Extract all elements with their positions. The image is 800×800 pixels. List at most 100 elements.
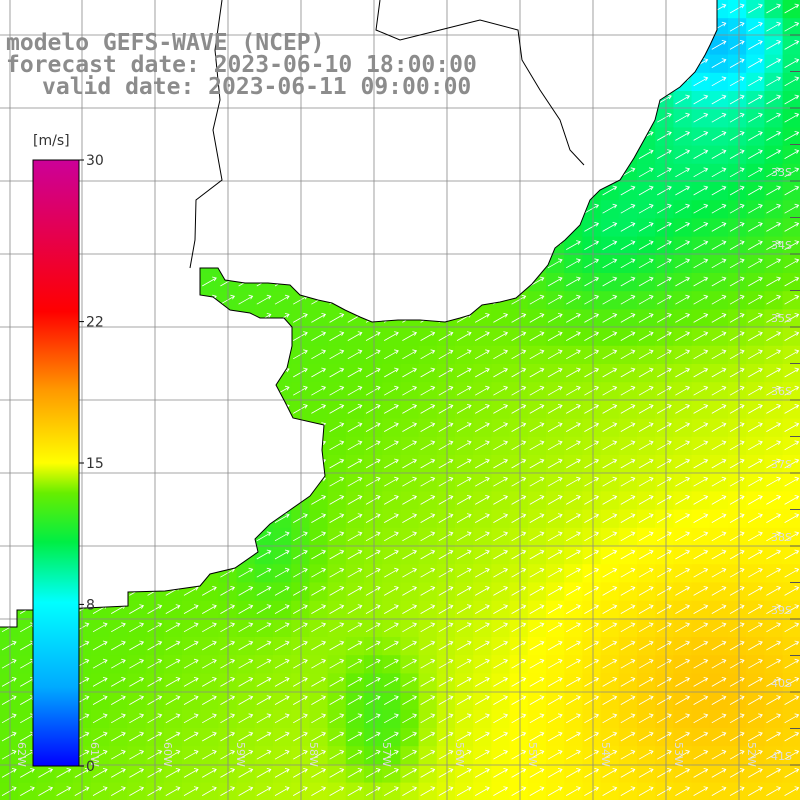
wind-cell [163,637,183,656]
wind-arrow [511,76,527,87]
wind-arrow [602,167,618,178]
wind-cell [746,236,765,256]
wind-arrow [711,149,727,159]
wind-cell [127,273,147,292]
wind-arrow [638,731,654,742]
wind-cell [746,127,765,147]
wind-cell [327,163,347,183]
wind-arrow [20,385,35,396]
wind-arrow [238,349,254,360]
wind-cell [163,291,183,310]
wind-cell [728,436,747,456]
wind-arrow [657,131,672,141]
wind-arrow [529,385,545,396]
wind-arrow [129,240,145,250]
wind-cell [0,364,19,383]
wind-cell [764,54,784,74]
wind-cell [600,546,620,565]
wind-cell [382,637,401,656]
wind-cell [327,418,347,438]
wind-cell [236,618,256,638]
wind-arrow [111,713,126,724]
colorbar [32,159,80,767]
wind-arrow [529,731,545,742]
wind-cell [273,254,292,274]
wind-arrow [274,112,290,123]
wind-arrow [238,404,254,414]
wind-arrow [748,567,763,578]
wind-arrow [529,786,545,796]
wind-cell [382,455,401,474]
wind-cell [182,418,201,438]
wind-cell [600,582,620,602]
wind-cell [127,0,147,19]
wind-cell [273,618,292,638]
wind-arrow [566,313,581,323]
wind-cell [455,527,474,547]
wind-arrow [165,222,181,232]
wind-cell [254,491,274,511]
wind-arrow [347,167,363,178]
wind-cell [436,163,456,183]
wind-cell [400,400,420,420]
wind-cell [564,254,583,274]
wind-cell [582,254,602,274]
wind-arrow [238,658,254,669]
wind-arrow [438,604,454,614]
wind-arrow [1,567,17,578]
wind-cell [273,163,292,183]
wind-arrow [56,3,72,14]
wind-cell [546,273,565,292]
wind-arrow [202,258,217,269]
wind-cell [527,200,547,219]
wind-arrow [547,586,563,596]
wind-arrow [529,94,545,105]
wind-arrow [784,440,800,451]
wind-arrow [365,513,381,523]
wind-cell [600,145,620,165]
wind-arrow [165,131,181,141]
wind-arrow [220,677,236,687]
wind-arrow [693,640,709,651]
wind-cell [163,455,183,474]
wind-arrow [547,531,563,542]
wind-cell [728,127,747,147]
wind-arrow [238,786,254,796]
wind-cell [163,618,183,638]
wind-arrow [566,58,581,68]
wind-cell [473,546,492,565]
wind-arrow [365,385,381,396]
wind-cell [182,473,201,492]
wind-arrow [274,240,290,250]
wind-arrow [493,731,509,742]
wind-arrow [438,240,454,250]
wind-arrow [456,349,472,360]
wind-cell [236,364,256,383]
wind-arrow [238,258,254,269]
wind-cell [182,218,201,238]
wind-arrow [784,749,800,760]
wind-arrow [566,713,581,724]
wind-arrow [675,768,691,778]
wind-arrow [547,713,563,724]
wind-cell [455,345,474,365]
wind-cell [709,564,729,583]
wind-cell [254,709,274,729]
wind-cell [273,345,292,365]
wind-arrow [620,731,636,742]
wind-cell [345,418,365,438]
wind-arrow [165,731,181,742]
wind-arrow [365,40,381,50]
wind-arrow [493,531,509,542]
wind-arrow [129,222,145,232]
wind-cell [254,345,274,365]
wind-arrow [129,495,145,505]
wind-arrow [129,313,145,323]
wind-cell [746,273,765,292]
wind-arrow [657,567,672,578]
wind-cell [600,709,620,729]
wind-cell [527,54,547,74]
colorbar-tick-label: 15 [86,456,104,472]
wind-arrow [566,294,581,305]
wind-cell [600,236,620,256]
